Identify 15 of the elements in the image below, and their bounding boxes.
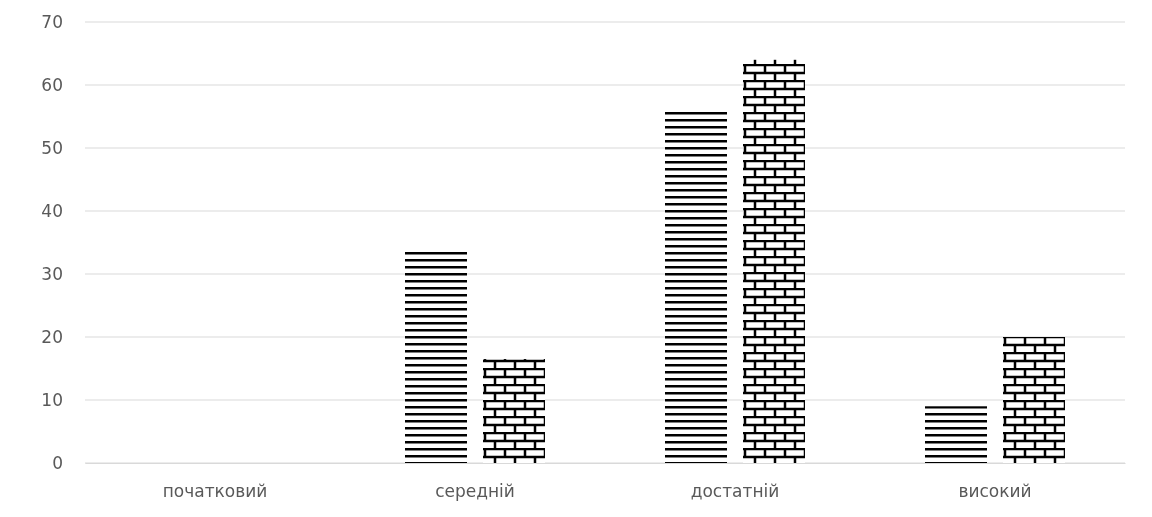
y-tick-label: 50	[41, 137, 63, 158]
y-tick-label: 20	[41, 326, 63, 347]
x-tick-label: середній	[435, 481, 515, 502]
bar	[483, 359, 545, 463]
bar	[743, 59, 805, 463]
x-tick-label: початковий	[162, 481, 268, 502]
y-tick-label: 60	[41, 74, 63, 95]
y-tick-label: 30	[41, 263, 63, 284]
y-tick-label: 10	[41, 389, 63, 410]
x-tick-label: достатній	[690, 481, 780, 502]
x-tick-label: високий	[958, 481, 1032, 502]
bar	[1003, 337, 1065, 463]
y-tick-label: 40	[41, 200, 63, 221]
y-tick-label: 0	[52, 452, 63, 473]
y-tick-label: 70	[41, 11, 63, 32]
